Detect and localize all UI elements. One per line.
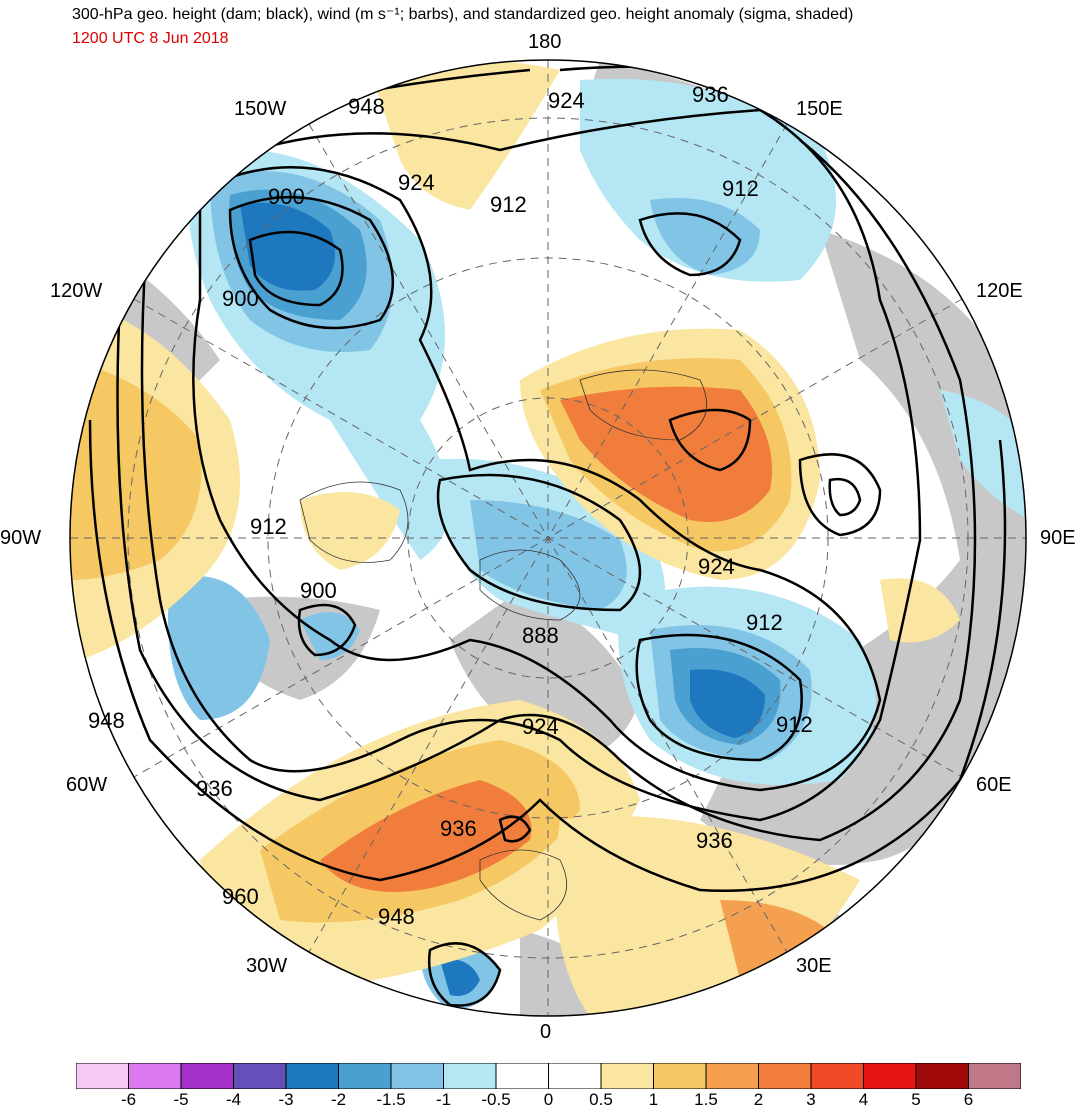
contour-label: 936 (692, 82, 729, 107)
colorbar-swatch (863, 1063, 917, 1089)
colorbar-swatch (705, 1063, 759, 1089)
lon-label-0: 0 (540, 1021, 552, 1043)
lon-label-150w: 150W (234, 98, 287, 120)
lon-label-180: 180 (528, 31, 562, 53)
colorbar-tick-label: 0 (543, 1090, 554, 1109)
colorbar-tick-label: -2 (330, 1090, 347, 1109)
colorbar-tick-label: -0.5 (481, 1090, 511, 1109)
coastlines (299, 369, 708, 921)
colorbar-swatch (76, 1063, 129, 1089)
colorbar-swatch (180, 1063, 234, 1089)
lon-label-120e: 120E (976, 280, 1023, 302)
lon-label-120w: 120W (50, 280, 103, 302)
contour-label: 960 (222, 884, 259, 909)
colorbar-swatch (600, 1063, 654, 1089)
contour-label: 912 (722, 176, 759, 201)
contour-label: 912 (490, 192, 527, 217)
map-disk (70, 60, 1026, 1016)
colorbar-swatch (810, 1063, 864, 1089)
colorbar-swatch (758, 1063, 812, 1089)
lon-label-150e: 150E (796, 98, 843, 120)
colorbar-tick-label: -3 (278, 1090, 294, 1109)
contour-label: 936 (696, 828, 733, 853)
contour-label: 912 (250, 514, 287, 539)
colorbar-tick-label: -6 (120, 1090, 137, 1109)
contour-label: 948 (88, 708, 125, 733)
colorbar-swatch (443, 1063, 497, 1089)
colorbar-tick-label: 2 (753, 1090, 764, 1109)
contour-label: 912 (776, 712, 813, 737)
map-title: 300-hPa geo. height (dam; black), wind (… (72, 6, 854, 23)
lon-label-60e: 60E (976, 774, 1012, 796)
colorbar-tick-label: 6 (963, 1090, 974, 1109)
colorbar-tick-label: -1.5 (376, 1090, 406, 1109)
contour-label: 900 (222, 286, 259, 311)
contour-label: 900 (300, 578, 337, 603)
colorbar (76, 1063, 1021, 1089)
colorbar-ticks: -6 -5 -4 -3 -2 -1.5 -1 -0.5 0 0.5 1 1.5 2 3 4 5 6 (0, 1090, 1088, 1112)
colorbar-tick-label: 3 (806, 1090, 816, 1109)
contour-label: 900 (268, 184, 305, 209)
contour-label: 948 (348, 94, 385, 119)
colorbar-swatch (390, 1063, 444, 1089)
colorbar-tick-label: -4 (225, 1090, 242, 1109)
colorbar-tick-label: 5 (911, 1090, 921, 1109)
colorbar-swatch (653, 1063, 707, 1089)
contour-label: 924 (522, 714, 559, 739)
contour-label: 936 (440, 816, 477, 841)
contour-label: 924 (548, 88, 585, 113)
colorbar-tick-label: -5 (173, 1090, 189, 1109)
colorbar-swatch (285, 1063, 339, 1089)
contour-label: 912 (746, 610, 783, 635)
lon-label-60w: 60W (66, 774, 108, 796)
valid-time: 1200 UTC 8 Jun 2018 (72, 30, 229, 47)
contour-label: 924 (398, 170, 435, 195)
contour-label: 924 (698, 554, 735, 579)
graticule (70, 60, 1026, 1016)
colorbar-tick-label: -1 (435, 1090, 452, 1109)
contour-label: 888 (522, 623, 559, 648)
colorbar-tick-label: 4 (858, 1090, 869, 1109)
lon-label-90e: 90E (1040, 527, 1076, 549)
contour-label: 936 (196, 776, 233, 801)
lon-label-90w: 90W (0, 527, 42, 549)
contour-label: 948 (378, 904, 415, 929)
contour-labels: 948 924 936 900 924 912 912 900 912 924 … (88, 82, 783, 929)
colorbar-swatch (128, 1063, 182, 1089)
colorbar-swatch (968, 1063, 1021, 1089)
colorbar-tick-label: 1.5 (694, 1090, 718, 1109)
positive-anomalies (70, 60, 960, 1016)
colorbar-swatch (495, 1063, 549, 1089)
colorbar-tick-label: 0.5 (589, 1090, 613, 1109)
colorbar-swatch (338, 1063, 392, 1089)
map-border (69, 59, 1027, 1017)
colorbar-swatch (548, 1063, 602, 1089)
colorbar-swatch (915, 1063, 969, 1089)
lon-label-30w: 30W (246, 955, 288, 977)
lon-label-30e: 30E (796, 955, 832, 977)
colorbar-swatch (233, 1063, 287, 1089)
colorbar-tick-label: 1 (648, 1090, 659, 1109)
